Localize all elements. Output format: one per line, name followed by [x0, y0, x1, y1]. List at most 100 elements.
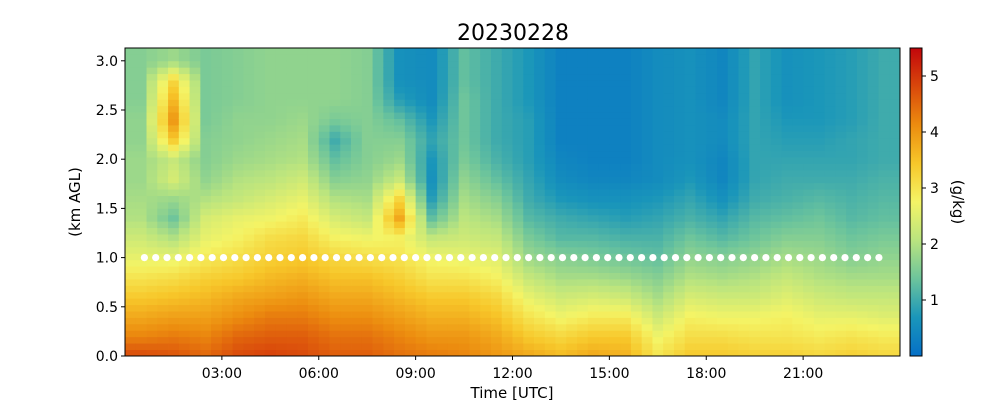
heatmap-cell	[383, 240, 395, 248]
heatmap-cell	[490, 343, 503, 350]
heatmap-cell	[641, 336, 653, 344]
heatmap-cell	[523, 169, 535, 177]
heatmap-cell	[243, 202, 255, 209]
heatmap-cell	[846, 336, 858, 344]
heatmap-cell	[318, 137, 330, 145]
heatmap-cell	[770, 195, 782, 203]
heatmap-cell	[307, 169, 320, 177]
heatmap-cell	[630, 157, 643, 164]
heatmap-cell	[146, 208, 158, 216]
reference-marker	[762, 254, 770, 262]
heatmap-cell	[490, 246, 503, 254]
heatmap-cell	[856, 86, 869, 94]
heatmap-cell	[275, 144, 287, 152]
heatmap-cell	[803, 86, 815, 94]
heatmap-cell	[760, 99, 772, 107]
heatmap-cell	[351, 163, 363, 171]
heatmap-cell	[738, 272, 750, 280]
heatmap-cell	[178, 221, 190, 229]
heatmap-cell	[609, 189, 621, 196]
heatmap-cell	[264, 266, 277, 273]
heatmap-cell	[534, 304, 546, 312]
heatmap-cell	[706, 163, 718, 171]
reference-marker	[186, 254, 194, 262]
heatmap-cell	[803, 182, 815, 190]
heatmap-cell	[361, 80, 373, 87]
heatmap-cell	[792, 208, 804, 216]
heatmap-cell	[867, 182, 879, 190]
heatmap-cell	[609, 221, 621, 229]
heatmap-cell	[889, 169, 901, 177]
heatmap-cell	[846, 279, 858, 286]
heatmap-cell	[135, 48, 147, 55]
heatmap-cell	[200, 311, 212, 318]
heatmap-cell	[437, 349, 449, 357]
reference-marker	[513, 254, 521, 262]
heatmap-cell	[566, 317, 578, 325]
heatmap-cell	[727, 157, 739, 164]
heatmap-cell	[889, 137, 901, 145]
heatmap-cell	[232, 227, 244, 235]
heatmap-cell	[577, 73, 589, 81]
heatmap-cell	[695, 48, 707, 55]
heatmap-cell	[458, 67, 470, 75]
heatmap-cell	[372, 298, 384, 306]
heatmap-cell	[383, 259, 395, 267]
reference-marker	[739, 254, 747, 262]
heatmap-cell	[663, 189, 675, 196]
heatmap-cell	[307, 279, 320, 286]
heatmap-cell	[189, 279, 201, 286]
heatmap-cell	[135, 176, 147, 184]
heatmap-cell	[394, 80, 406, 87]
heatmap-cell	[555, 304, 567, 312]
heatmap-cell	[264, 125, 277, 132]
heatmap-cell	[394, 208, 406, 216]
heatmap-cell	[307, 92, 320, 100]
heatmap-cell	[404, 298, 417, 306]
reference-marker	[355, 254, 363, 262]
heatmap-cell	[760, 266, 772, 273]
heatmap-cell	[792, 131, 804, 139]
heatmap-cell	[717, 189, 729, 196]
heatmap-cell	[490, 157, 503, 164]
heatmap-cell	[813, 150, 826, 158]
heatmap-cell	[512, 195, 524, 203]
heatmap-cell	[760, 227, 772, 235]
heatmap-cell	[221, 202, 234, 209]
heatmap-cell	[383, 291, 395, 299]
heatmap-cell	[803, 169, 815, 177]
heatmap-cell	[813, 67, 826, 75]
heatmap-cell	[867, 214, 879, 222]
heatmap-cell	[490, 60, 503, 68]
heatmap-cell	[566, 99, 578, 107]
heatmap-cell	[329, 60, 341, 68]
heatmap-cell	[652, 272, 664, 280]
heatmap-cell	[458, 80, 470, 87]
heatmap-cell	[394, 253, 406, 261]
heatmap-cell	[211, 73, 223, 81]
heatmap-cell	[695, 272, 707, 280]
heatmap-cell	[835, 227, 847, 235]
heatmap-cell	[738, 131, 750, 139]
heatmap-cell	[329, 240, 341, 248]
heatmap-cell	[803, 259, 815, 267]
heatmap-cell	[609, 259, 621, 267]
heatmap-cell	[846, 266, 858, 273]
heatmap-cell	[200, 330, 212, 338]
heatmap-cell	[577, 48, 589, 55]
heatmap-cell	[824, 60, 836, 68]
heatmap-cell	[652, 150, 664, 158]
heatmap-cell	[587, 99, 600, 107]
heatmap-cell	[641, 112, 653, 119]
heatmap-cell	[587, 259, 600, 267]
heatmap-cell	[846, 240, 858, 248]
heatmap-cell	[566, 176, 578, 184]
heatmap-cell	[663, 176, 675, 184]
heatmap-cell	[243, 227, 255, 235]
heatmap-cell	[394, 285, 406, 293]
heatmap-cell	[469, 54, 481, 62]
heatmap-cell	[706, 349, 718, 357]
heatmap-cell	[232, 285, 244, 293]
heatmap-cell	[544, 214, 556, 222]
